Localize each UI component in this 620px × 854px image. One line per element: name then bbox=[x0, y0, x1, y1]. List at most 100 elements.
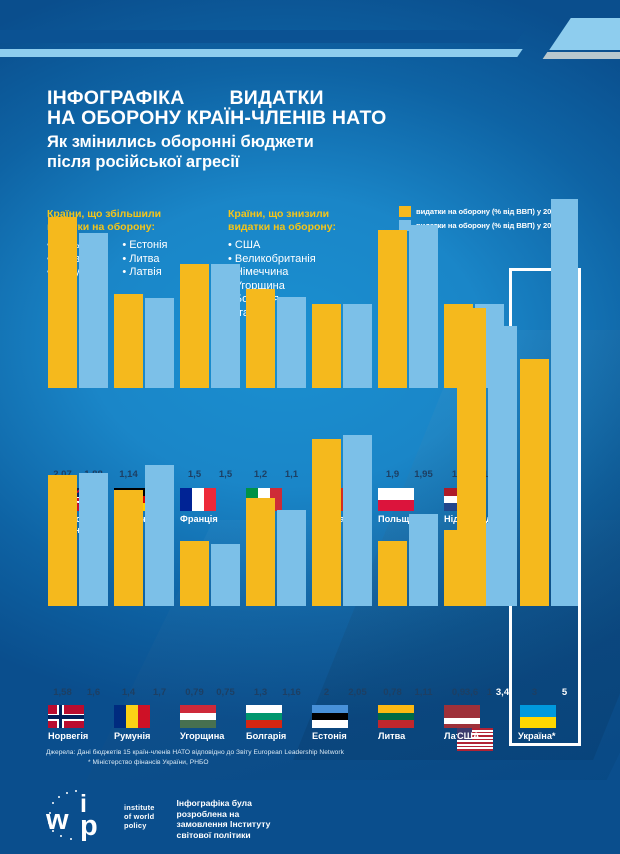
bar-2015-italiya bbox=[277, 297, 306, 388]
chart-legend: видатки на оборону (% від ВВП) у 2014 ви… bbox=[399, 206, 560, 234]
flag-united-states bbox=[457, 728, 493, 751]
list-item: Угорщина bbox=[228, 280, 336, 294]
bar-chart: 2,07 1,88 Велико- британія 1,14 1,09 Нім… bbox=[48, 199, 578, 751]
value-2014-velykobrytaniya: 2,07 bbox=[48, 469, 77, 481]
subtitle-line-2: після російської агресії bbox=[47, 153, 240, 171]
sources-line-1: Джерела: Дані бюджетів 15 країн-членів Н… bbox=[46, 749, 344, 756]
value-2015-latviya: 1 bbox=[486, 687, 493, 698]
bar-2014-bolhariya bbox=[246, 498, 275, 606]
value-2014-uhorshchyna: 0,79 bbox=[185, 687, 204, 698]
bar-2015-nimechchyna bbox=[145, 298, 174, 388]
value-2014-lytva: 0,78 bbox=[383, 687, 402, 698]
value-2014-frantsiya: 1,5 bbox=[187, 469, 202, 480]
logo-letter-w: w bbox=[46, 804, 69, 836]
bar-2014-rumuniya bbox=[114, 490, 143, 606]
bar-2015-uhorshchyna bbox=[211, 544, 240, 606]
list-item: Великобританія bbox=[228, 253, 336, 267]
bar-2014-nimechchyna bbox=[114, 294, 143, 388]
bar-2015-lytva bbox=[409, 514, 438, 606]
legend-label-2014: видатки на оборону (% від ВВП) у 2014 bbox=[416, 207, 560, 216]
flag-latvia bbox=[444, 705, 480, 728]
bar-2014-norvehiya bbox=[48, 475, 77, 606]
bar-2015-kanada bbox=[343, 304, 372, 388]
country-label-ukrayina: Україна* bbox=[518, 731, 556, 741]
value-2014-ukrayina: 3 bbox=[531, 687, 538, 698]
value-2014-norvehiya: 1,58 bbox=[53, 687, 72, 698]
value-2015-norvehiya: 1,6 bbox=[86, 687, 101, 698]
legend-entry-2014: видатки на оборону (% від ВВП) у 2014 bbox=[399, 206, 560, 217]
flag-norway bbox=[48, 705, 84, 728]
value-2015-italiya: 1,1 bbox=[284, 469, 299, 480]
flag-france bbox=[180, 488, 216, 511]
flag-bulgaria bbox=[246, 705, 282, 728]
tagline-line-4: світової політики bbox=[176, 829, 251, 840]
bar-2014-polshcha bbox=[378, 230, 407, 388]
countries-decreased-heading: Країни, що знизили видатки на оборону: bbox=[228, 208, 336, 233]
value-2014-estoniya: 2 bbox=[323, 687, 330, 698]
bar-2015-frantsiya bbox=[211, 264, 240, 388]
bar-2015-polshcha bbox=[409, 225, 438, 388]
bar-2014-velykobrytaniya bbox=[48, 217, 77, 388]
flag-poland bbox=[378, 488, 414, 511]
bar-2015-estoniya bbox=[343, 435, 372, 606]
list-item: Литва bbox=[122, 253, 167, 267]
value-2014-rumuniya: 1,4 bbox=[121, 687, 136, 698]
countries-increased-col-2: Естонія Литва Латвія bbox=[122, 239, 167, 280]
country-label-rumuniya: Румунія bbox=[114, 731, 151, 741]
list-item: Німеччина bbox=[228, 266, 336, 280]
flag-romania bbox=[114, 705, 150, 728]
bar-2014-italiya bbox=[246, 289, 275, 388]
value-2015-estoniya: 2,05 bbox=[348, 687, 367, 698]
country-label-estoniya: Естонія bbox=[312, 731, 347, 741]
value-2015-rumuniya: 1,7 bbox=[152, 687, 167, 698]
legend-entry-2015: видатки на оборону (% від ВВП) у 2015 bbox=[399, 220, 560, 231]
country-label-uhorshchyna: Угорщина bbox=[180, 731, 225, 741]
bar-2015-ssha bbox=[488, 326, 517, 606]
logo-text-line-3: policy bbox=[124, 821, 147, 830]
country-label-polshcha: Польща bbox=[378, 514, 415, 524]
flag-ukraine bbox=[520, 705, 556, 728]
logo-letter-p: p bbox=[80, 810, 98, 842]
value-2015-ssha: 3,4 bbox=[495, 687, 510, 698]
iwp-logo-icon: w i p bbox=[44, 790, 118, 842]
tagline-line-3: замовлення Інституту bbox=[176, 819, 271, 829]
flag-hungary bbox=[180, 705, 216, 728]
bar-2015-bolhariya bbox=[277, 510, 306, 606]
bar-2014-estoniya bbox=[312, 439, 341, 606]
value-2015-bolhariya: 1,16 bbox=[282, 687, 301, 698]
bar-2015-velykobrytaniya bbox=[79, 233, 108, 388]
bar-2014-frantsiya bbox=[180, 264, 209, 388]
country-label-bolhariya: Болгарія bbox=[246, 731, 287, 741]
value-2014-latviya: 0,9 bbox=[451, 687, 466, 698]
country-label-lytva: Литва bbox=[378, 731, 406, 741]
tagline-line-2: розроблена на bbox=[176, 808, 240, 819]
bar-2015-norvehiya bbox=[79, 473, 108, 606]
logo-text-line-2: of world bbox=[124, 812, 155, 821]
list-item: США bbox=[228, 239, 336, 253]
footer: w i p institute of world policy Інфограф… bbox=[44, 790, 271, 842]
sources-note: Джерела: Дані бюджетів 15 країн-членів Н… bbox=[46, 748, 344, 767]
value-2014-italiya: 1,2 bbox=[253, 469, 268, 480]
value-2015-frantsiya: 1,5 bbox=[218, 469, 233, 480]
value-2015-uhorshchyna: 0,75 bbox=[216, 687, 235, 698]
value-2014-bolhariya: 1,3 bbox=[253, 687, 268, 698]
sources-line-2: * Міністерство фінансів України, РНБО bbox=[88, 758, 209, 766]
iwp-logo-wordmark: institute of world policy bbox=[124, 803, 155, 830]
country-label-frantsiya: Франція bbox=[180, 514, 218, 524]
logo-text-line-1: institute bbox=[124, 803, 155, 812]
value-2014-nimechchyna: 1,14 bbox=[119, 469, 138, 480]
bar-2014-lytva bbox=[378, 541, 407, 606]
country-label-norvehiya: Норвегія bbox=[48, 731, 89, 741]
bar-2015-rumuniya bbox=[145, 465, 174, 606]
bar-2014-kanada bbox=[312, 304, 341, 388]
bar-2014-ukrayina bbox=[520, 359, 549, 606]
value-2015-polshcha: 1,95 bbox=[414, 469, 433, 480]
countries-decreased-block: Країни, що знизили видатки на оборону: С… bbox=[228, 208, 336, 320]
value-2014-ssha: 3,6 bbox=[464, 687, 479, 698]
bar-2015-ukrayina bbox=[551, 199, 578, 606]
page-title: ІНФОГРАФІКА ВИДАТКИ НА ОБОРОНУ КРАЇН-ЧЛЕ… bbox=[47, 88, 387, 172]
legend-swatch-2015 bbox=[399, 220, 411, 231]
legend-swatch-2014 bbox=[399, 206, 411, 217]
tagline-line-1: Інфографіка була bbox=[176, 798, 252, 808]
